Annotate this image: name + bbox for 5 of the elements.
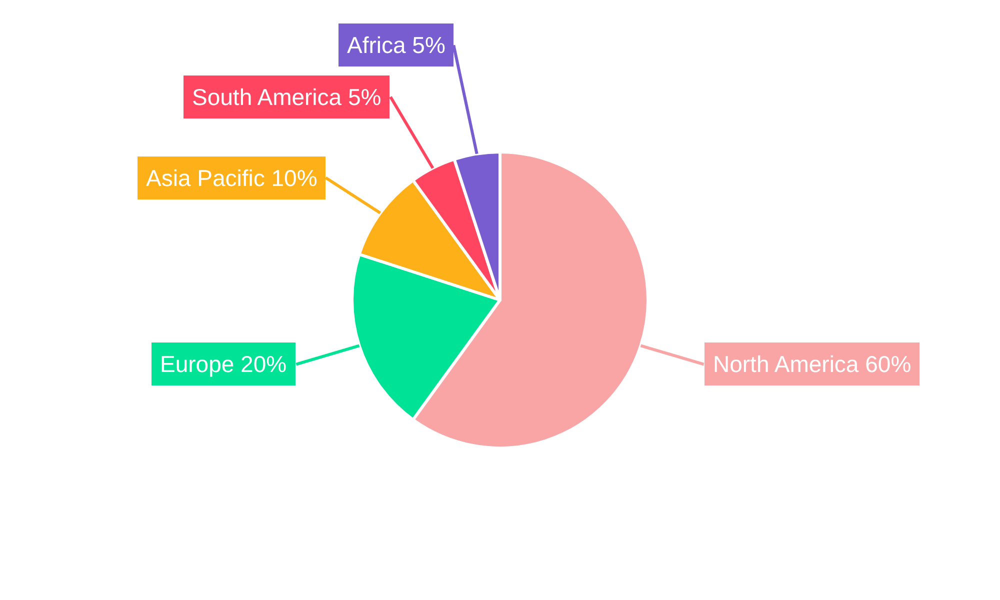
- slice-label: North America 60%: [713, 351, 912, 377]
- slice-label: Asia Pacific 10%: [146, 165, 318, 191]
- slice-label: Africa 5%: [347, 32, 446, 58]
- slice-label: Europe 20%: [160, 351, 287, 377]
- slice-label: South America 5%: [192, 84, 382, 110]
